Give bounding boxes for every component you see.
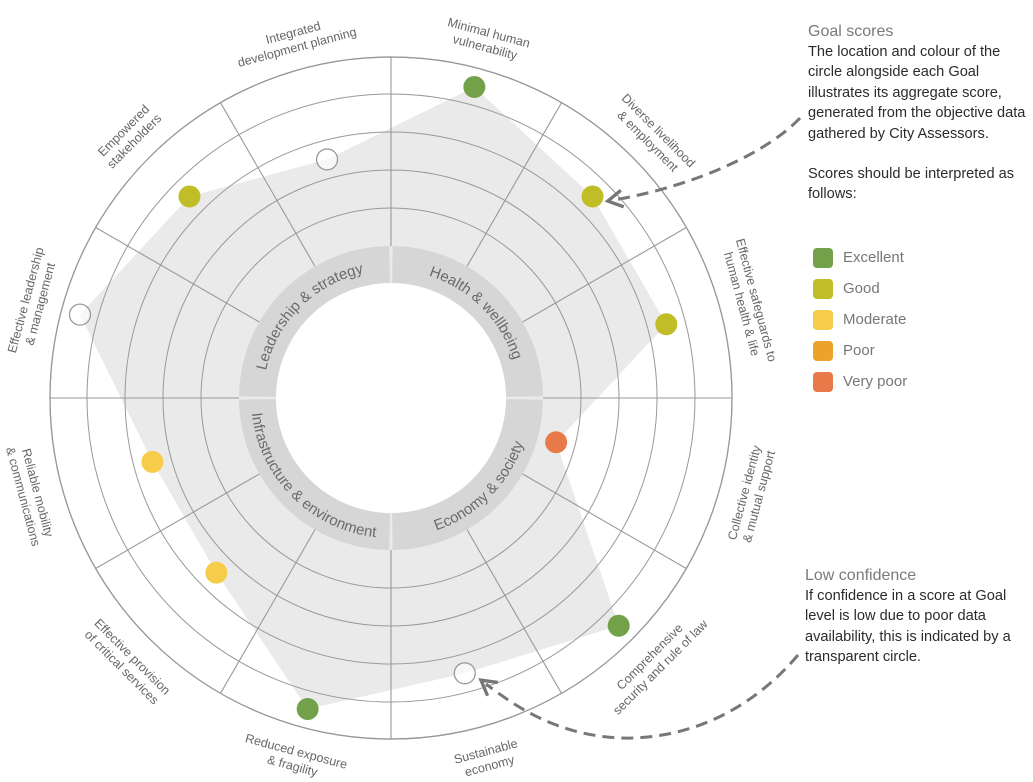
legend-label: Very poor: [843, 373, 908, 390]
category-band-segment: [239, 246, 390, 397]
category-band-segment: [239, 399, 390, 550]
center-hole: [276, 283, 506, 513]
legend-item-good: Good: [813, 273, 907, 304]
legend-label: Good: [843, 280, 880, 297]
goal-score-dot-low-confidence: [453, 662, 476, 685]
legend-label: Poor: [843, 342, 875, 359]
legend-item-excellent: Excellent: [813, 242, 907, 273]
sector-divider: [522, 227, 687, 323]
goal-score-dot: [178, 185, 201, 208]
sector-divider: [466, 102, 562, 267]
sector-divider: [95, 473, 260, 569]
legend-swatch: [813, 278, 833, 299]
legend-swatch: [813, 371, 833, 392]
goal-score-dot: [205, 561, 228, 584]
goal-label: Minimal humanvulnerability: [442, 15, 531, 65]
goal-scores-note: Goal scores The location and colour of t…: [808, 22, 1028, 205]
goal-scores-body: The location and colour of the circle al…: [808, 44, 1026, 142]
goal-score-dot: [607, 614, 630, 637]
legend-label: Excellent: [843, 249, 904, 266]
legend-label: Moderate: [843, 311, 907, 328]
goal-label: Collective identity& mutual support: [725, 443, 778, 545]
sector-divider: [95, 227, 260, 323]
low-confidence-arrow: [478, 654, 800, 740]
low-confidence-body: If confidence in a score at Goal level i…: [805, 588, 1011, 666]
low-confidence-title: Low confidence: [805, 567, 917, 584]
category-band-segment: [392, 399, 543, 550]
goal-label: Sustainableeconomy: [452, 736, 523, 781]
goal-score-dot: [655, 313, 678, 336]
low-confidence-note: Low confidence If confidence in a score …: [805, 566, 1025, 668]
goal-score-dot: [545, 431, 568, 454]
goal-score-dot: [296, 698, 319, 721]
sector-divider: [522, 473, 687, 569]
goal-score-dot: [463, 75, 486, 98]
goal-score-dot: [581, 185, 604, 208]
goal-score-dot-low-confidence: [68, 303, 92, 326]
legend-swatch: [813, 340, 833, 361]
score-legend: Excellent Good Moderate Poor Very poor: [813, 242, 907, 397]
legend-swatch: [813, 247, 833, 268]
goal-scores-interpret: Scores should be interpreted as follows:: [808, 166, 1015, 203]
sector-divider: [466, 529, 562, 694]
goal-label: Reduced exposure& fragility: [240, 731, 349, 782]
sector-divider: [220, 529, 316, 694]
legend-item-moderate: Moderate: [813, 304, 907, 335]
sector-divider: [220, 102, 316, 267]
goal-score-dot: [141, 450, 164, 473]
category-band-segment: [392, 246, 543, 397]
legend-item-very-poor: Very poor: [813, 366, 907, 397]
goal-scores-title: Goal scores: [808, 23, 894, 40]
goal-label: Reliable mobility& communications: [3, 442, 57, 548]
goal-scores-arrow: [604, 116, 802, 209]
goal-score-dot-low-confidence: [315, 148, 339, 171]
legend-swatch: [813, 309, 833, 330]
legend-item-poor: Poor: [813, 335, 907, 366]
goal-label: Effective leadership& management: [5, 246, 61, 359]
